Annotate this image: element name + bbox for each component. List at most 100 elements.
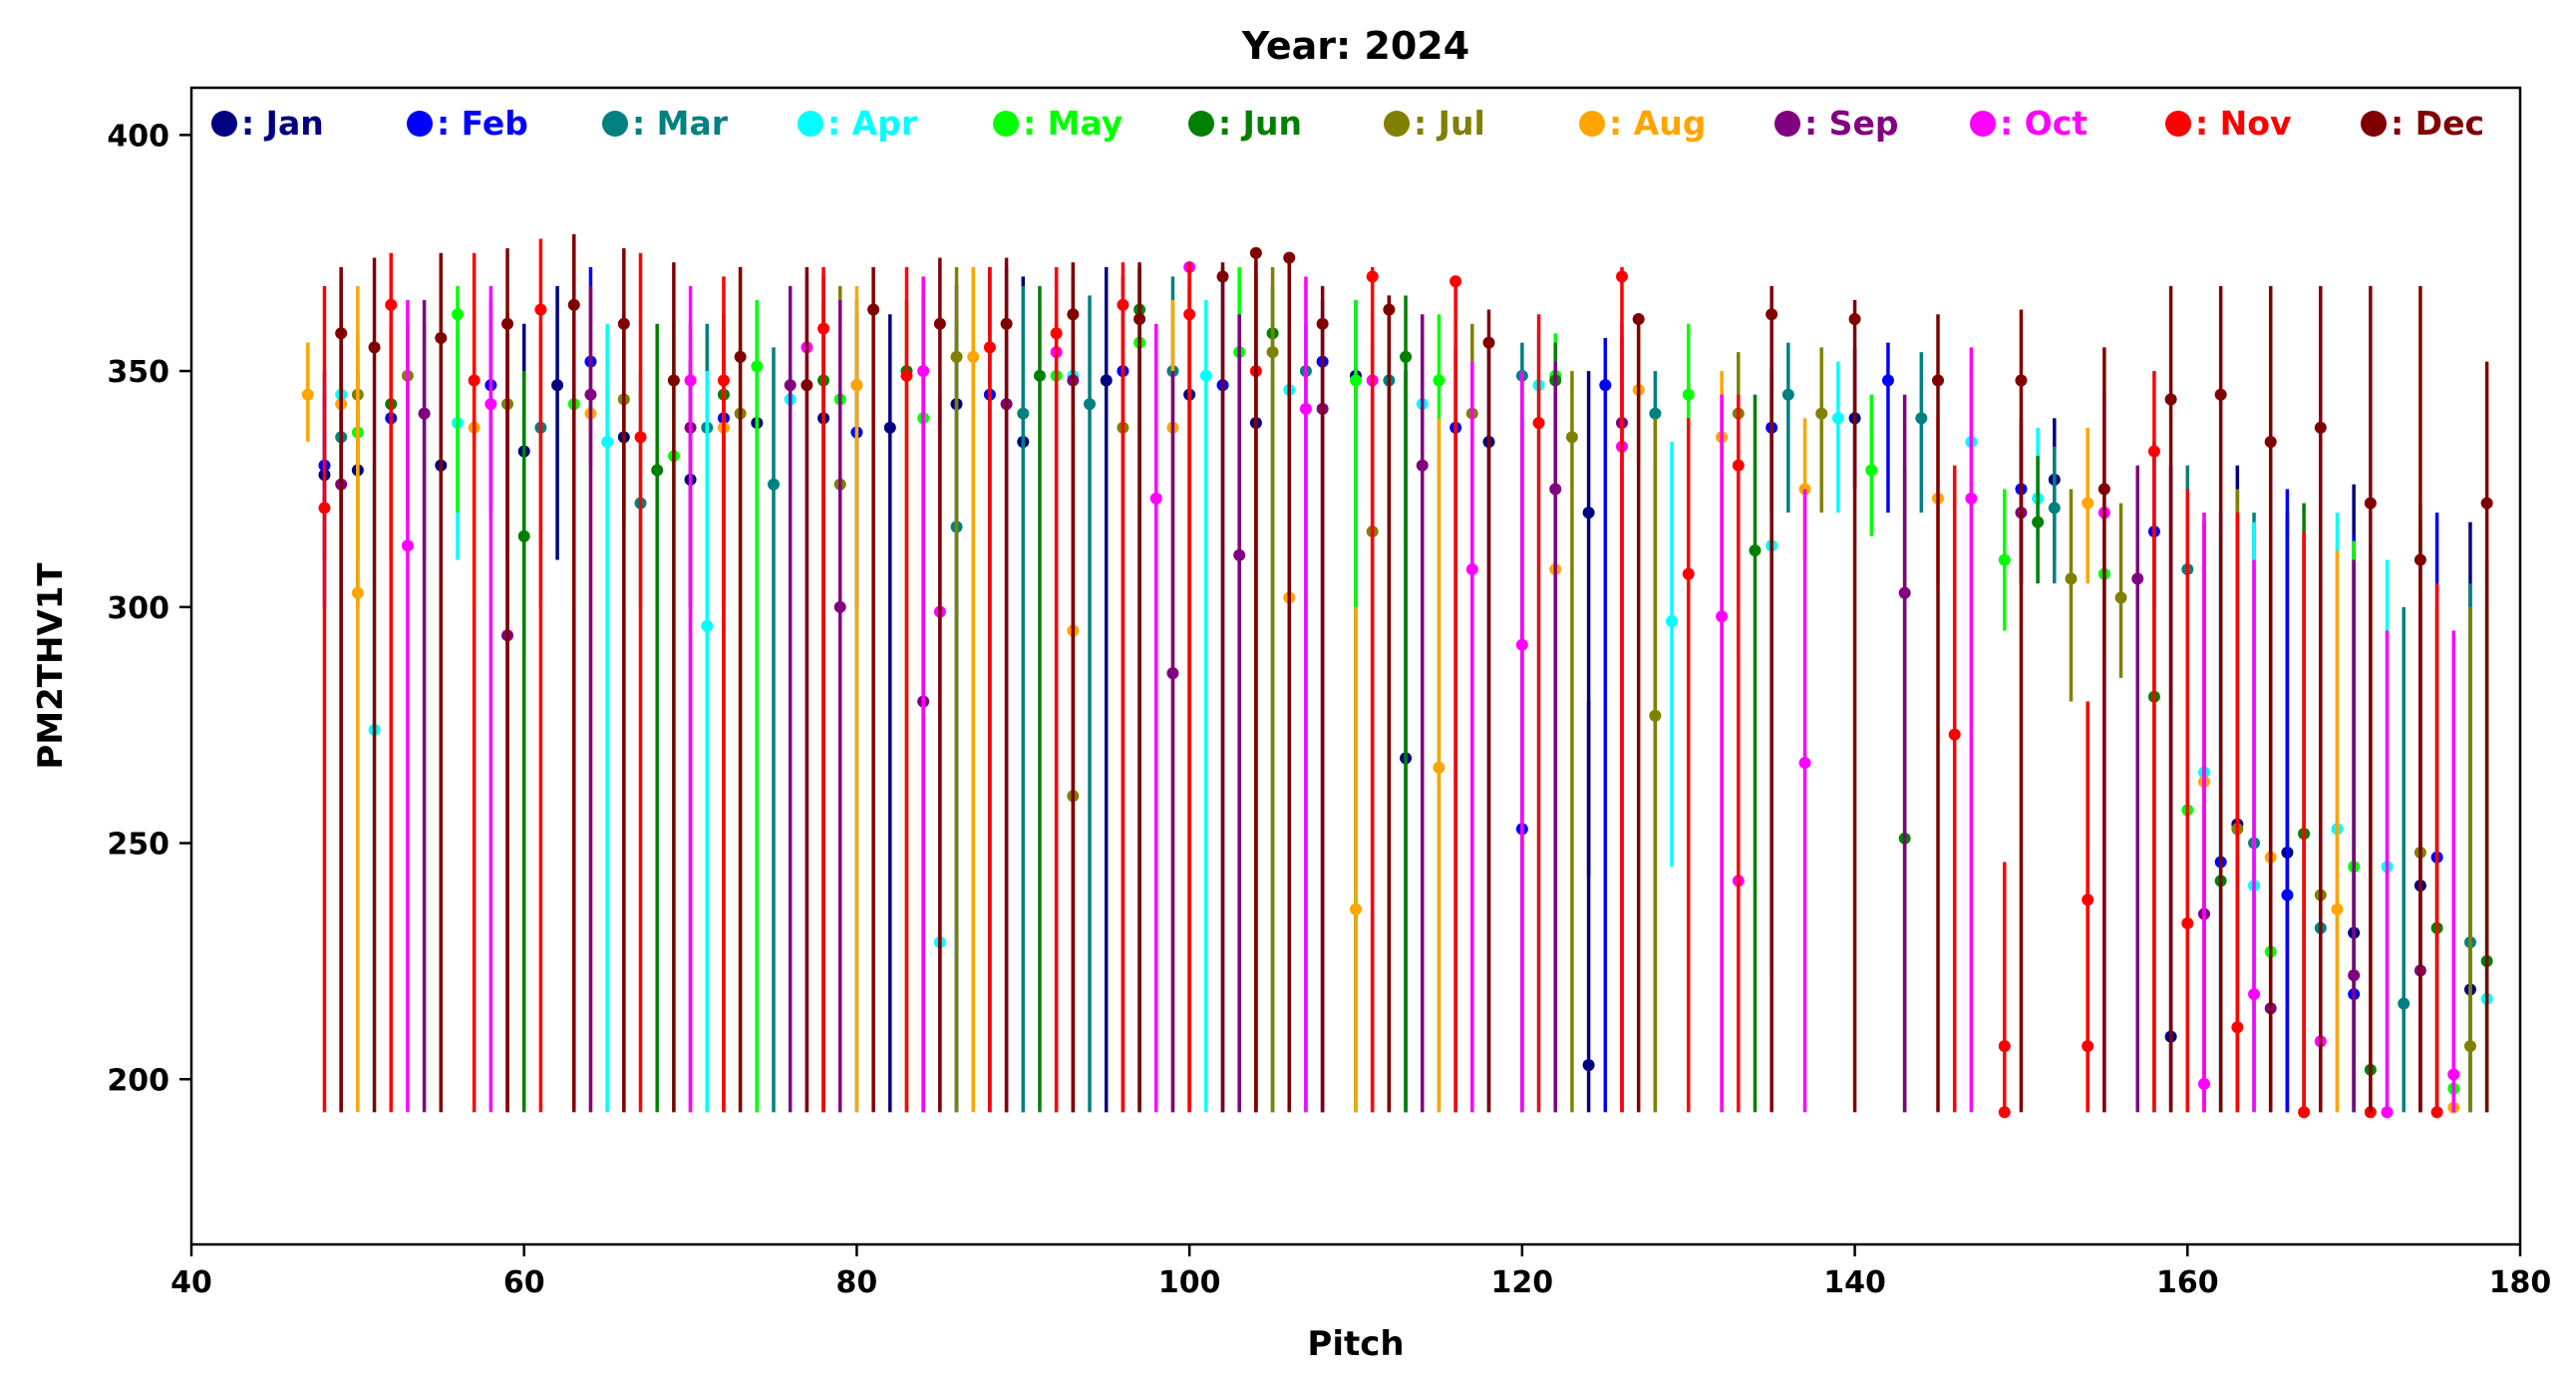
legend-marker: [2361, 111, 2387, 137]
data-point: [1350, 374, 1362, 387]
y-tick-label: 300: [107, 591, 169, 626]
legend-label: : Jun: [1218, 104, 1302, 143]
data-point: [2430, 1106, 2443, 1119]
x-tick-label: 60: [503, 1265, 545, 1300]
legend-label: : Dec: [2391, 104, 2484, 143]
data-point: [1549, 483, 1562, 496]
data-point: [1383, 303, 1396, 316]
data-point: [1283, 251, 1296, 264]
x-tick-label: 100: [1158, 1265, 1221, 1300]
data-point: [1266, 346, 1279, 359]
data-point: [318, 502, 331, 515]
x-axis-label: Pitch: [1307, 1324, 1404, 1364]
data-point: [351, 586, 364, 599]
data-point: [883, 421, 896, 434]
data-point: [950, 350, 963, 363]
data-point: [900, 369, 913, 382]
y-axis-label: PM2THV1T: [31, 562, 71, 770]
data-point: [2298, 1106, 2311, 1119]
y-tick-label: 250: [107, 828, 169, 863]
data-point: [1183, 308, 1196, 321]
data-point: [435, 331, 448, 344]
legend-marker: [2165, 111, 2191, 137]
legend-marker: [1579, 111, 1605, 137]
data-point: [1932, 374, 1944, 387]
data-point: [1017, 407, 1030, 420]
data-point: [2264, 436, 2277, 449]
data-point: [1050, 327, 1063, 340]
data-point: [1865, 464, 1878, 477]
x-tick-label: 80: [836, 1265, 878, 1300]
data-point: [1781, 388, 1794, 401]
data-point: [1565, 431, 1578, 444]
data-point: [1100, 374, 1113, 387]
data-point: [817, 322, 830, 335]
data-point: [1449, 275, 1462, 288]
legend-label: : Oct: [2000, 104, 2088, 143]
data-point: [801, 379, 813, 392]
legend-label: : Sep: [1804, 104, 1898, 143]
data-point: [850, 379, 863, 392]
data-point: [2281, 888, 2294, 901]
data-point: [1582, 1059, 1595, 1072]
data-point: [1166, 667, 1179, 680]
data-point: [301, 388, 314, 401]
legend-marker: [993, 111, 1019, 137]
data-point: [1798, 757, 1811, 770]
legend-marker: [798, 111, 823, 137]
data-point: [2147, 445, 2160, 458]
data-point: [451, 308, 464, 321]
series-12: [335, 233, 2493, 1113]
y-tick-label: 400: [107, 119, 169, 154]
x-tick-label: 40: [170, 1265, 212, 1300]
data-point: [601, 436, 614, 449]
legend-label: : Jul: [1414, 104, 1485, 143]
data-point: [1682, 388, 1695, 401]
data-point: [1532, 417, 1545, 430]
data-point: [917, 365, 930, 378]
data-point: [1299, 402, 1312, 415]
data-point: [2082, 497, 2094, 510]
data-point: [1831, 412, 1844, 425]
data-point: [2447, 1068, 2460, 1081]
data-point: [2048, 502, 2061, 515]
data-point: [734, 350, 747, 363]
data-point: [1482, 336, 1495, 349]
data-point: [701, 619, 714, 632]
data-point: [2164, 393, 2177, 406]
data-point: [551, 379, 564, 392]
data-point: [717, 374, 730, 387]
data-point: [2331, 902, 2344, 915]
data-point: [2364, 497, 2377, 510]
data-point: [2348, 969, 2361, 982]
data-point: [2381, 1106, 2394, 1119]
data-point: [1000, 317, 1013, 330]
data-point: [418, 407, 431, 420]
data-point: [1350, 902, 1362, 915]
data-point: [1649, 407, 1662, 420]
data-point: [1848, 313, 1861, 325]
legend-marker: [1384, 111, 1410, 137]
data-point: [484, 398, 497, 411]
data-point: [1948, 728, 1961, 741]
data-point: [1632, 313, 1645, 325]
data-point: [2032, 516, 2045, 528]
data-point: [1117, 298, 1129, 311]
data-point: [2114, 591, 2127, 604]
data-point: [1416, 459, 1429, 472]
legend-label: : Apr: [827, 104, 918, 143]
data-point: [1732, 459, 1745, 472]
data-point: [967, 350, 980, 363]
data-point: [1615, 270, 1628, 283]
data-point: [784, 379, 797, 392]
data-point: [2214, 388, 2227, 401]
data-point: [1233, 548, 1246, 561]
y-tick-label: 350: [107, 355, 169, 390]
data-point: [1998, 1106, 2011, 1119]
data-point: [933, 317, 946, 330]
data-point: [2414, 553, 2426, 566]
data-point: [617, 317, 630, 330]
data-point: [2181, 917, 2194, 930]
